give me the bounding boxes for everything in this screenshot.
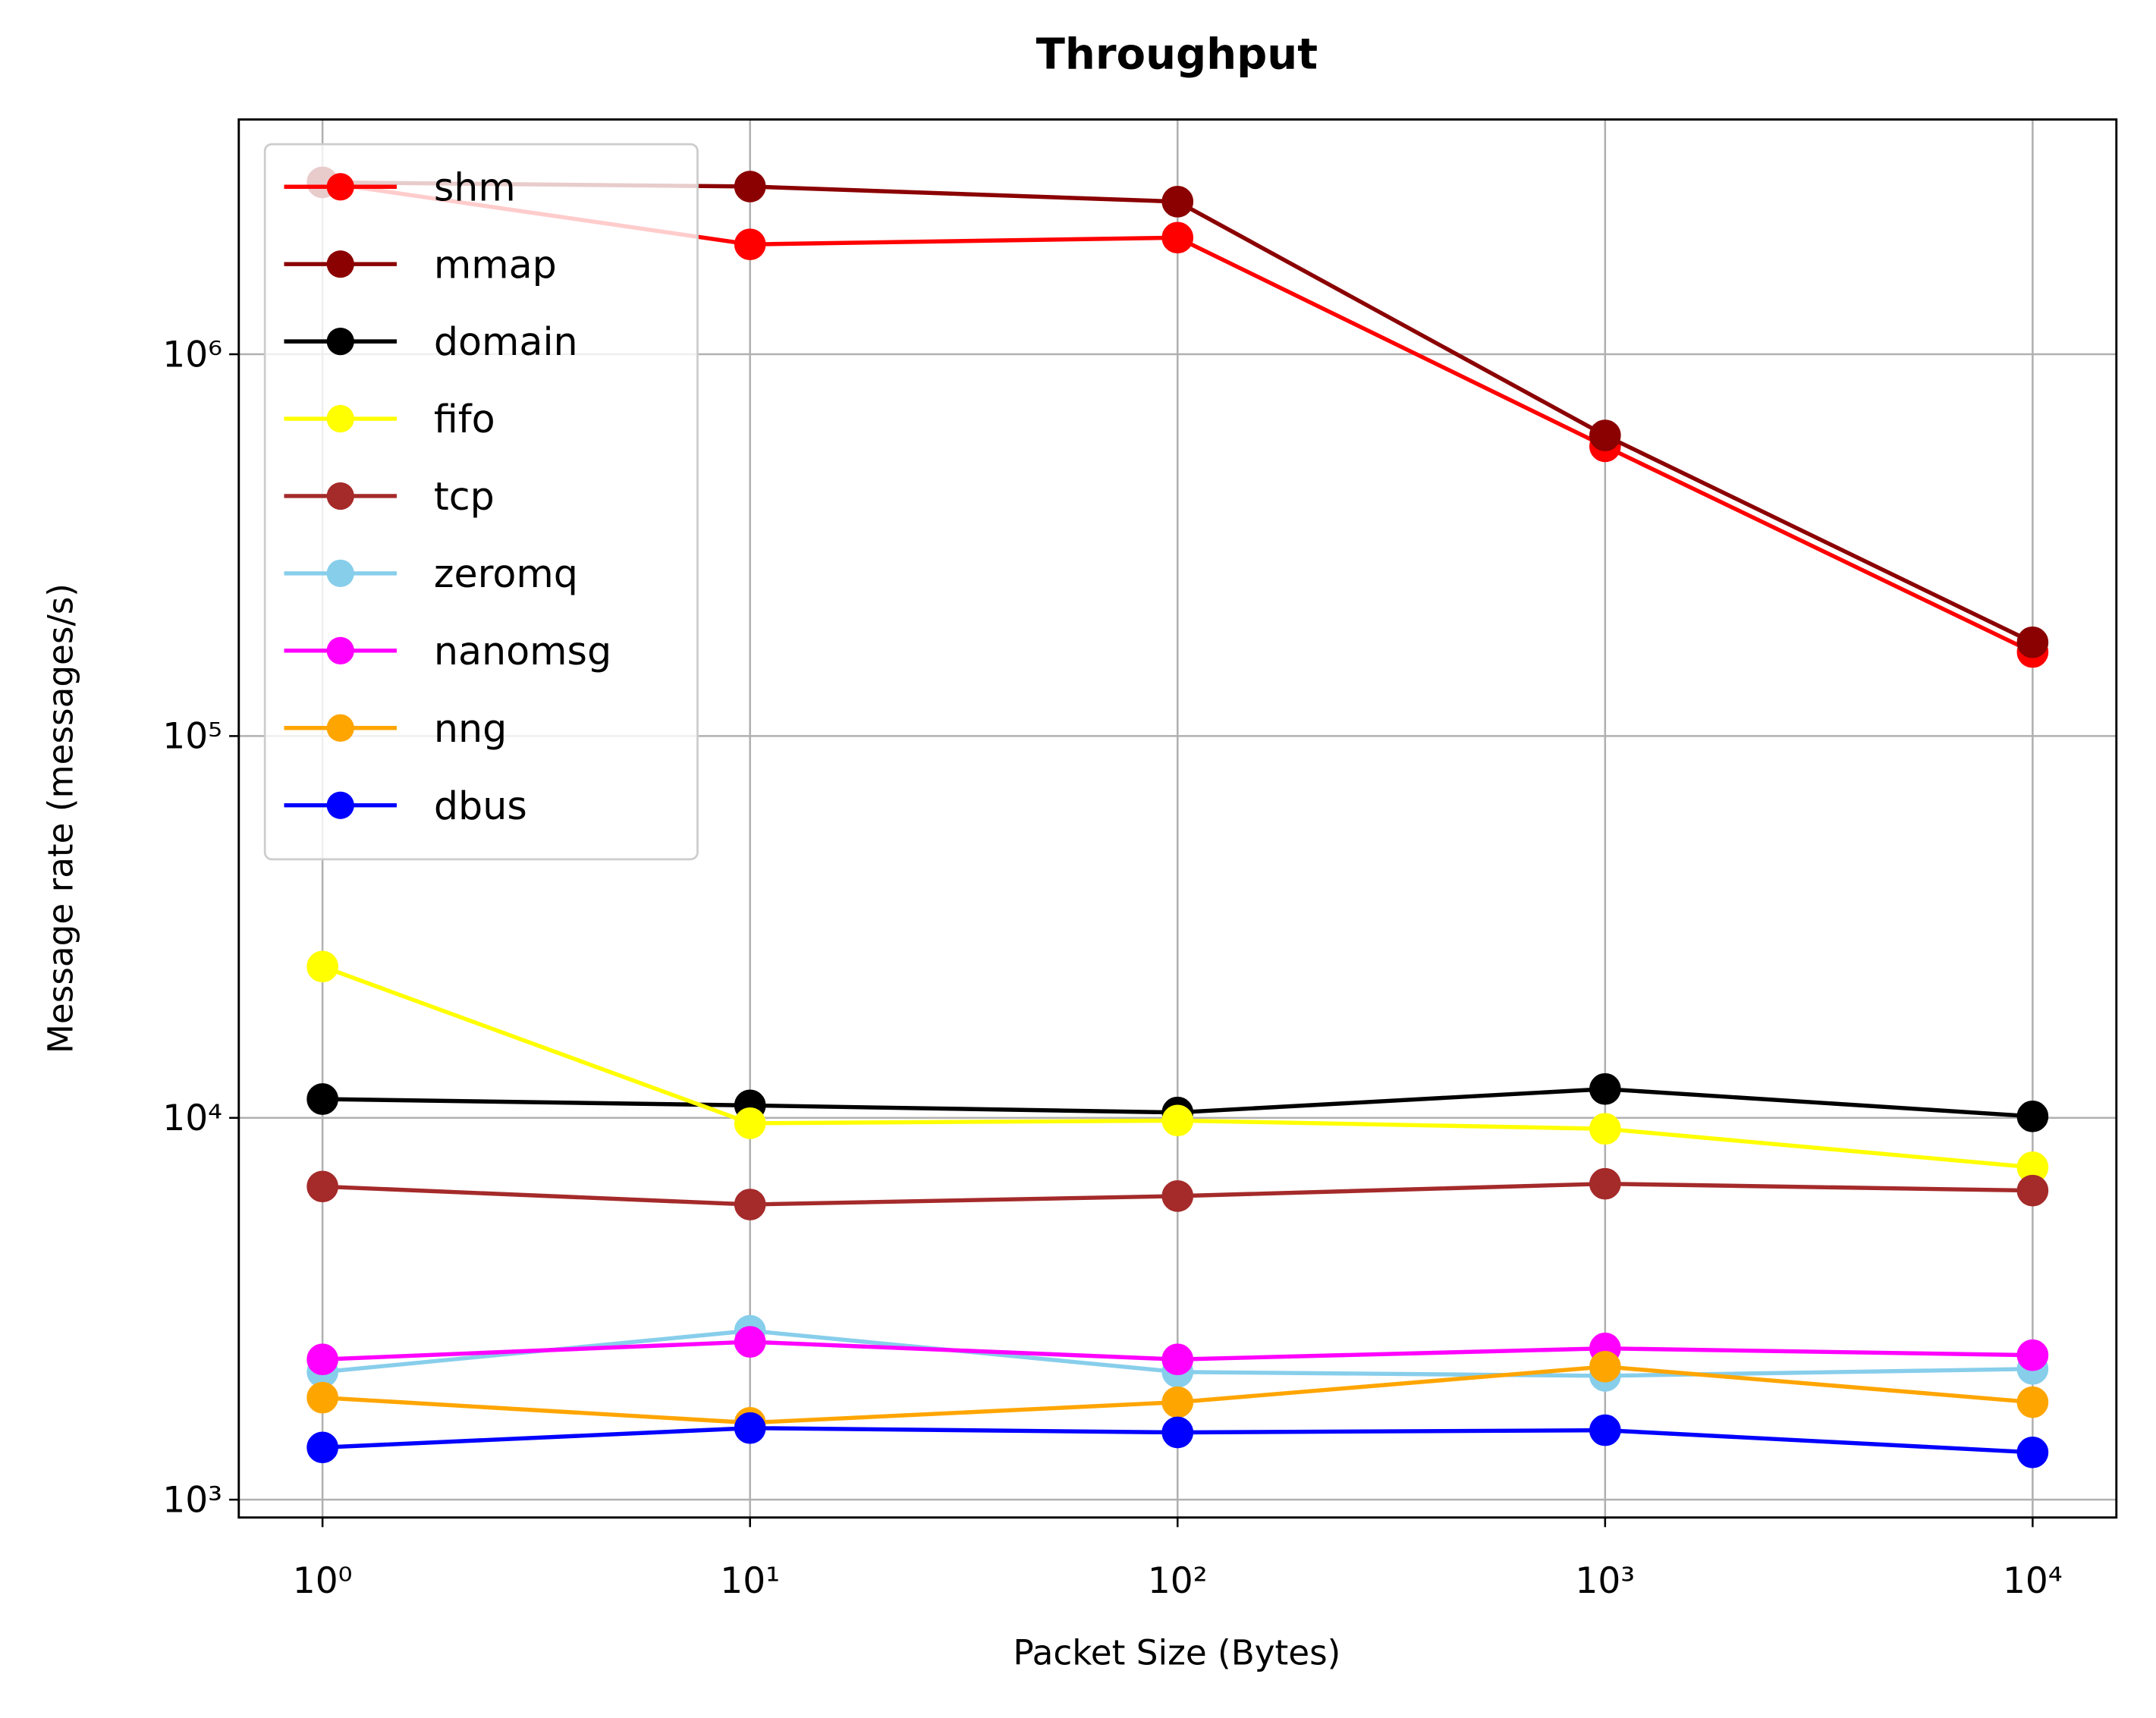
y-tick-label: 10³ — [162, 1479, 222, 1521]
legend-label: dbus — [434, 784, 527, 828]
legend-label: tcp — [434, 474, 495, 519]
legend-swatch-marker — [326, 559, 354, 588]
data-point — [1589, 1167, 1621, 1200]
data-point — [734, 1189, 766, 1220]
data-point — [734, 1326, 766, 1358]
data-point — [306, 1083, 338, 1115]
data-point — [734, 228, 766, 260]
data-point — [2016, 1386, 2049, 1418]
x-tick-label: 10² — [1148, 1560, 1208, 1602]
data-point — [1161, 1180, 1194, 1212]
data-point — [1589, 419, 1621, 451]
legend-swatch-marker — [326, 250, 354, 278]
x-tick-label: 10³ — [1575, 1560, 1635, 1602]
legend-swatch-marker — [326, 173, 354, 201]
legend-label: fifo — [434, 397, 495, 441]
legend-box — [263, 143, 699, 861]
data-point — [2016, 1339, 2049, 1371]
data-point — [1161, 1343, 1194, 1376]
data-point — [1161, 1386, 1194, 1418]
x-tick-label: 10⁰ — [293, 1560, 353, 1602]
data-point — [2016, 1436, 2049, 1468]
data-point — [1589, 1350, 1621, 1383]
data-point — [1161, 1416, 1194, 1449]
data-point — [2016, 627, 2049, 658]
legend: shm mmap domain fifo tcp zeromq nanomsg nng dbus — [263, 143, 699, 861]
x-tick-label: 10¹ — [720, 1560, 780, 1602]
y-tick-label: 10⁶ — [162, 334, 222, 375]
data-point — [1589, 1113, 1621, 1145]
legend-label: nanomsg — [434, 629, 611, 674]
x-tick-label: 10⁴ — [2003, 1560, 2063, 1602]
plot-lines — [306, 166, 2049, 1468]
data-point — [1589, 1073, 1621, 1105]
legend-swatch-marker — [326, 636, 354, 664]
data-point — [2016, 1174, 2049, 1207]
legend-swatch-marker — [326, 714, 354, 742]
data-point — [734, 171, 766, 203]
legend-label: shm — [434, 165, 516, 209]
data-point — [306, 1381, 338, 1414]
chart-title: Throughput — [1036, 30, 1318, 80]
data-point — [306, 1170, 338, 1203]
data-point — [734, 1107, 766, 1139]
data-point — [306, 1343, 338, 1376]
data-point — [1161, 186, 1194, 218]
data-point — [1161, 221, 1194, 254]
legend-label: domain — [434, 319, 578, 364]
y-tick-label: 10⁴ — [162, 1098, 222, 1139]
legend-swatch-marker — [326, 791, 354, 819]
legend-label: mmap — [434, 242, 557, 287]
y-tick-label: 10⁵ — [162, 716, 222, 758]
legend-swatch-marker — [326, 404, 354, 433]
data-point — [1161, 1104, 1194, 1137]
data-point — [734, 1412, 766, 1444]
data-point — [306, 950, 338, 983]
data-point — [2016, 1100, 2049, 1132]
legend-label: nng — [434, 706, 507, 751]
y-axis-label: Message rate (messages/s) — [41, 583, 81, 1054]
legend-swatch-marker — [326, 482, 354, 510]
legend-swatch-marker — [326, 327, 354, 356]
legend-label: zeromq — [434, 551, 578, 596]
data-point — [1589, 1414, 1621, 1446]
data-point — [306, 1431, 338, 1464]
ticks: 10⁰ 10¹ 10² 10³ 10⁴ 10³ 10⁴ 10⁵ 10⁶ — [162, 334, 2062, 1602]
x-axis-label: Packet Size (Bytes) — [1013, 1632, 1340, 1672]
